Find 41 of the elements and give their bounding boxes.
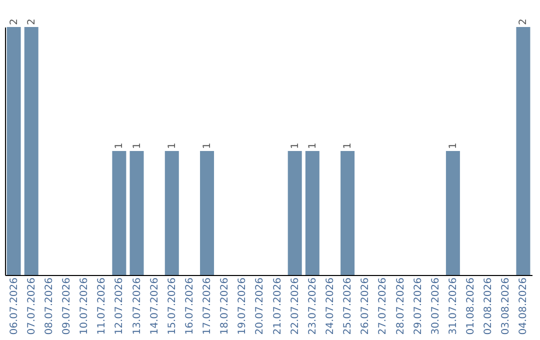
x-tick-label: 31.07.2026 — [448, 278, 459, 335]
x-tick-label: 14.07.2026 — [149, 278, 160, 335]
x-tick-label: 30.07.2026 — [430, 278, 442, 335]
data-label: 1 — [307, 142, 318, 149]
x-tick-label: 09.07.2026 — [61, 278, 72, 335]
data-label: 2 — [8, 18, 20, 25]
x-tick-label: 07.07.2026 — [26, 278, 38, 335]
x-tick-label: 02.08.2026 — [483, 278, 494, 335]
x-tick-label: 20.07.2026 — [254, 278, 266, 335]
x-tick-label: 10.07.2026 — [79, 278, 90, 335]
data-label: 2 — [518, 18, 530, 25]
x-tick-label: 13.07.2026 — [132, 278, 143, 335]
x-tick-label: 28.07.2026 — [395, 278, 406, 335]
x-tick-label: 12.07.2026 — [114, 278, 126, 335]
x-tick-label: 15.07.2026 — [166, 278, 178, 335]
x-tick-label: 08.07.2026 — [44, 278, 55, 335]
x-tick-label: 21.07.2026 — [272, 278, 284, 335]
x-tick-label: 26.07.2026 — [360, 278, 372, 335]
data-label: 1 — [202, 142, 214, 149]
x-tick-label: 29.07.2026 — [412, 278, 424, 335]
data-label: 1 — [166, 142, 178, 149]
x-tick-label: 19.07.2026 — [237, 278, 248, 335]
x-tick-label: 23.07.2026 — [307, 278, 318, 335]
x-tick-label: 11.07.2026 — [96, 278, 108, 335]
x-tick-label: 03.08.2026 — [500, 278, 512, 335]
data-label: 1 — [132, 142, 143, 149]
x-tick-label: 01.08.2026 — [466, 278, 477, 335]
data-label: 1 — [448, 142, 459, 149]
data-label: 2 — [26, 18, 38, 25]
x-tick-label: 04.08.2026 — [518, 278, 530, 335]
x-tick-label: 25.07.2026 — [342, 278, 354, 335]
x-tick-label: 06.07.2026 — [8, 278, 20, 335]
data-label: 1 — [342, 142, 354, 149]
x-tick-label: 24.07.2026 — [324, 278, 336, 335]
x-tick-label: 16.07.2026 — [184, 278, 196, 335]
data-label: 1 — [114, 142, 126, 149]
x-tick-label: 22.07.2026 — [290, 278, 301, 335]
x-tick-label: 17.07.2026 — [202, 278, 214, 335]
x-tick-label: 27.07.2026 — [378, 278, 389, 335]
data-label: 1 — [290, 142, 301, 149]
x-tick-label: 18.07.2026 — [220, 278, 231, 335]
